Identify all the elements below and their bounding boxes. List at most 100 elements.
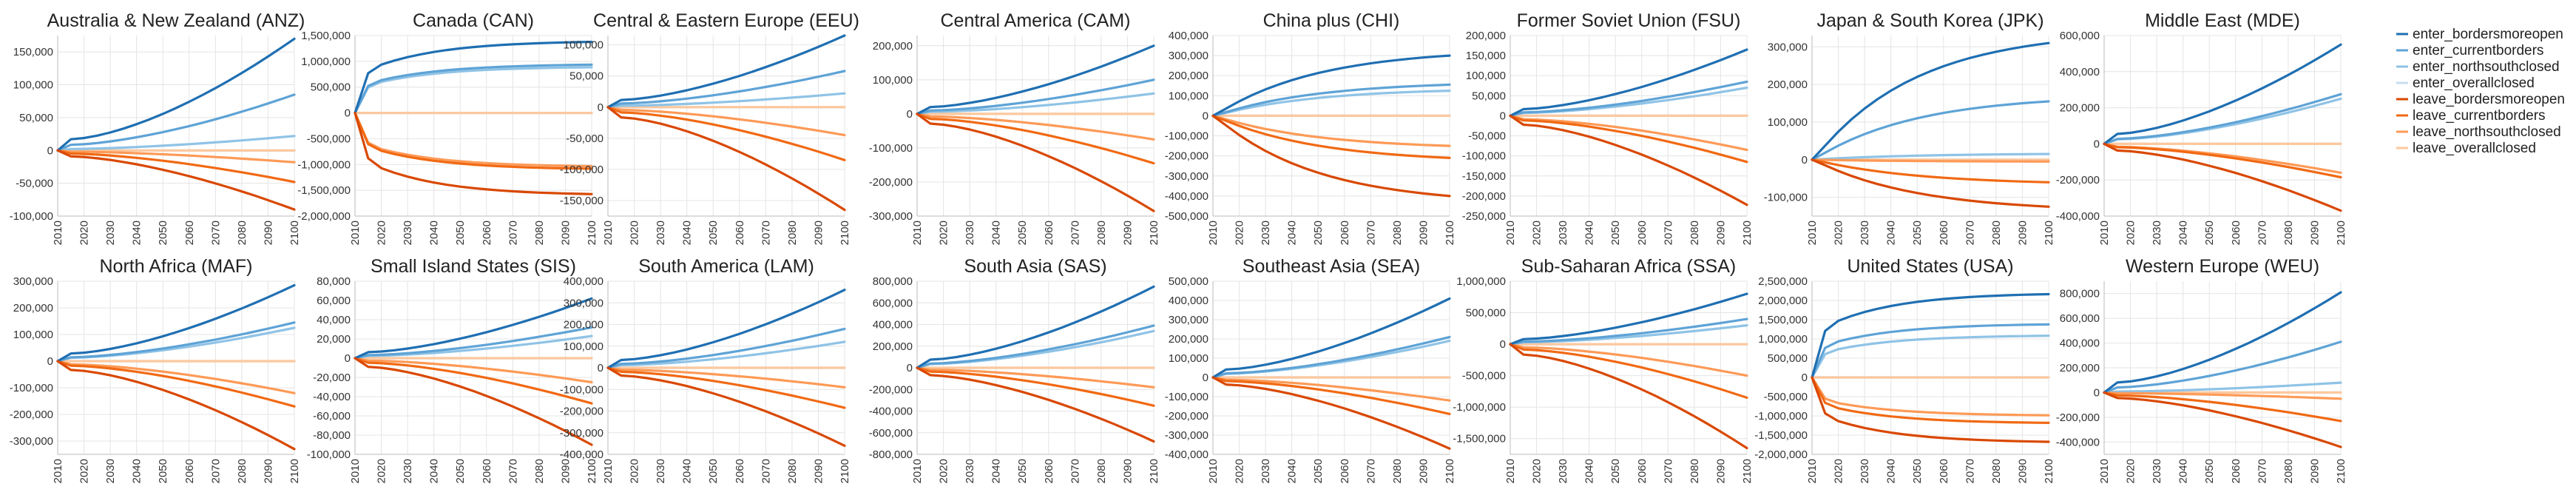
- panel-16: Western Europe (WEU) -400,000 -200,000 0 200…: [2056, 256, 2347, 483]
- y-tick-label: 100,000: [1768, 116, 1808, 129]
- x-tick-label: 2020: [78, 459, 91, 483]
- panel-10: Small Island States (SIS) -100,000 -80,000…: [307, 256, 598, 483]
- y-tick-label: -50,000: [16, 178, 53, 190]
- y-tick-label: 60,000: [317, 295, 351, 307]
- x-tick-label: 2060: [1636, 459, 1649, 483]
- series-line-enter-northsouthclosed: [354, 66, 593, 115]
- y-tick-label: 600,000: [2060, 312, 2100, 325]
- x-tick-label: 2050: [454, 459, 467, 483]
- x-tick-label: 2100: [2335, 221, 2347, 245]
- x-tick-label: 2050: [1312, 459, 1325, 483]
- x-tick-label: 2020: [2125, 221, 2137, 245]
- x-tick-label: 2020: [629, 221, 641, 245]
- series-line-leave-currentborders: [916, 366, 1155, 407]
- x-tick-label: 2090: [2308, 459, 2321, 483]
- series-line-enter-northsouthclosed: [1211, 90, 1451, 117]
- y-tick-label: -500,000: [1462, 370, 1506, 383]
- x-tick-label: 2030: [1557, 221, 1569, 245]
- y-tick-label: 2,000,000: [1758, 295, 1808, 307]
- y-tick-label: -200,000: [869, 176, 913, 189]
- x-tick-label: 2100: [288, 221, 301, 245]
- y-tick-label: -150,000: [1462, 170, 1506, 183]
- series-line-enter-northsouthclosed: [606, 340, 846, 369]
- series-line-enter-bordersmoreopen: [1811, 292, 2050, 379]
- series-line-leave-northsouthclosed: [1211, 376, 1451, 402]
- y-tick-label: 100,000: [564, 340, 604, 353]
- panel-title: South Asia (SAS): [964, 256, 1106, 277]
- y-tick-label: 0: [907, 108, 913, 121]
- series-line-leave-currentborders: [1509, 114, 1748, 164]
- series-line-leave-currentborders: [2103, 391, 2342, 423]
- y-tick-label: 0: [598, 101, 604, 114]
- y-tick-label: 400,000: [873, 319, 913, 332]
- y-tick-label: 2,500,000: [1758, 275, 1808, 288]
- y-tick-label: 50,000: [1472, 90, 1506, 102]
- x-tick-label: 2010: [602, 459, 615, 483]
- x-tick-label: 2080: [1095, 221, 1108, 245]
- x-tick-label: 2020: [1833, 459, 1845, 483]
- x-tick-label: 2040: [1583, 221, 1596, 245]
- y-tick-label: 0: [47, 355, 53, 368]
- x-tick-label: 2010: [1207, 459, 1220, 483]
- x-tick-label: 2080: [236, 459, 249, 483]
- x-tick-label: 2080: [1095, 459, 1108, 483]
- x-tick-label: 2070: [209, 459, 222, 483]
- x-tick-label: 2090: [2308, 221, 2321, 245]
- series-line-leave-northsouthclosed: [916, 112, 1155, 141]
- panel-12: South Asia (SAS) -800,000 -600,000 -400,000…: [869, 256, 1160, 483]
- y-tick-label: 50,000: [569, 70, 604, 83]
- x-tick-label: 2100: [1741, 221, 1754, 245]
- series-line-leave-bordersmoreopen: [2103, 391, 2342, 448]
- x-tick-label: 2030: [1260, 459, 1272, 483]
- y-tick-label: -400,000: [1165, 448, 1208, 461]
- x-tick-label: 2080: [1990, 459, 2003, 483]
- series-line-leave-bordersmoreopen: [916, 112, 1155, 212]
- series-line-leave-northsouthclosed: [56, 149, 296, 164]
- x-tick-label: 2090: [1121, 459, 1134, 483]
- y-tick-label: -1,500,000: [297, 184, 351, 197]
- x-tick-label: 2070: [1964, 221, 1976, 245]
- x-tick-label: 2040: [1286, 221, 1299, 245]
- x-tick-label: 2010: [2098, 459, 2111, 483]
- legend-entry: leave_overallclosed: [2413, 141, 2536, 156]
- panel-4: Central America (CAM) -300,000 -200,000 -10…: [869, 10, 1160, 245]
- panel-title: Canada (CAN): [413, 10, 534, 31]
- x-tick-label: 2080: [786, 459, 799, 483]
- x-tick-label: 2060: [481, 221, 493, 245]
- x-tick-label: 2030: [655, 459, 667, 483]
- y-tick-label: -60,000: [313, 410, 351, 423]
- series-line-leave-northsouthclosed: [354, 357, 593, 384]
- y-tick-label: 300,000: [1169, 50, 1208, 62]
- y-tick-label: -100,000: [869, 142, 913, 155]
- x-tick-label: 2010: [1806, 459, 1819, 483]
- x-tick-label: 2100: [288, 459, 301, 483]
- series-line-leave-bordersmoreopen: [1509, 343, 1748, 450]
- x-tick-label: 2010: [349, 459, 362, 483]
- x-tick-label: 2090: [1121, 221, 1134, 245]
- series-line-leave-northsouthclosed: [1509, 343, 1748, 377]
- y-tick-label: -500,000: [1764, 391, 1808, 403]
- y-tick-label: -100,000: [10, 382, 53, 394]
- x-tick-label: 2070: [1365, 221, 1377, 245]
- series-line-enter-currentborders: [916, 78, 1155, 115]
- y-tick-label: -2,000,000: [1754, 448, 1808, 461]
- y-tick-label: 200,000: [13, 302, 53, 315]
- y-tick-label: -200,000: [560, 406, 604, 418]
- panel-title: Central America (CAM): [941, 10, 1131, 31]
- panel-title: South America (LAM): [638, 256, 814, 277]
- x-tick-label: 2040: [1885, 221, 1898, 245]
- x-tick-label: 2040: [2177, 221, 2190, 245]
- x-tick-label: 2010: [52, 221, 64, 245]
- y-tick-label: -200,000: [2056, 411, 2100, 424]
- y-tick-label: 200,000: [1466, 30, 1506, 42]
- series-line-leave-currentborders: [1211, 376, 1451, 415]
- x-tick-label: 2040: [1885, 459, 1898, 483]
- series-line-enter-currentborders: [354, 326, 593, 360]
- x-tick-label: 2060: [2230, 221, 2242, 245]
- x-tick-label: 2050: [1016, 459, 1029, 483]
- legend-entry: enter_currentborders: [2413, 43, 2543, 58]
- x-tick-label: 2060: [1938, 459, 1950, 483]
- y-tick-label: 800,000: [873, 275, 913, 288]
- panel-9: North Africa (MAF) -300,000 -200,000 -100,0…: [10, 256, 301, 483]
- legend-entry: leave_bordersmoreopen: [2413, 92, 2565, 107]
